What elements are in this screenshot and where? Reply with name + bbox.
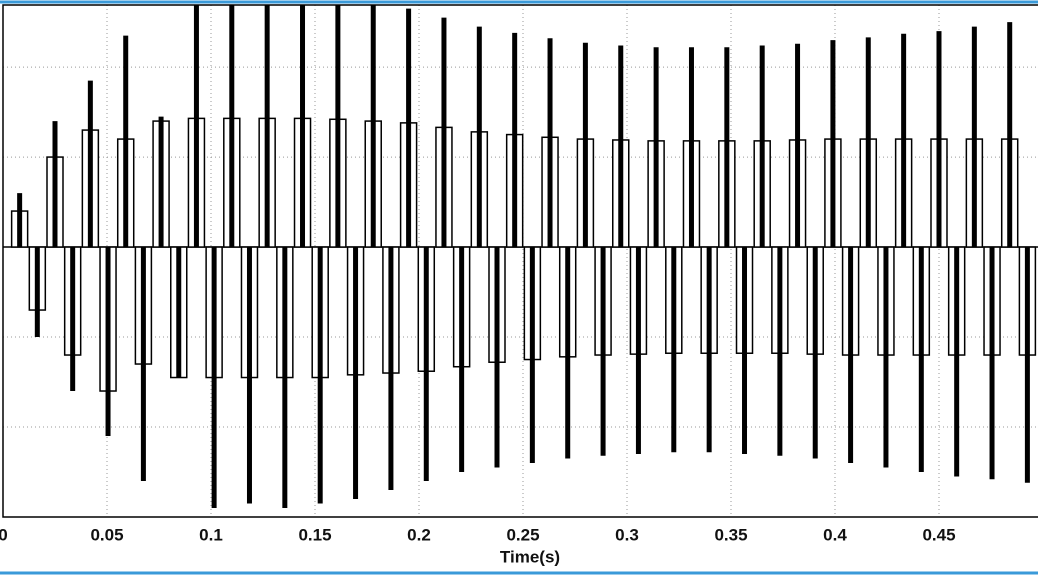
x-tick-label: 0.25: [506, 525, 539, 544]
x-tick-label: 0.2: [407, 525, 431, 544]
plot-area: [3, 5, 1038, 509]
x-tick-label: 0.1: [199, 525, 223, 544]
x-tick-label: 0: [0, 525, 8, 544]
x-axis-label: Time(s): [500, 547, 560, 566]
x-tick-label: 0.45: [922, 525, 955, 544]
x-tick-label: 0.35: [714, 525, 747, 544]
x-tick-label: 0.3: [615, 525, 639, 544]
x-tick-label: 0.15: [298, 525, 331, 544]
axes-box: [2, 4, 1038, 518]
x-tick-label: 0.4: [823, 525, 847, 544]
x-tick-label: 0.05: [90, 525, 123, 544]
